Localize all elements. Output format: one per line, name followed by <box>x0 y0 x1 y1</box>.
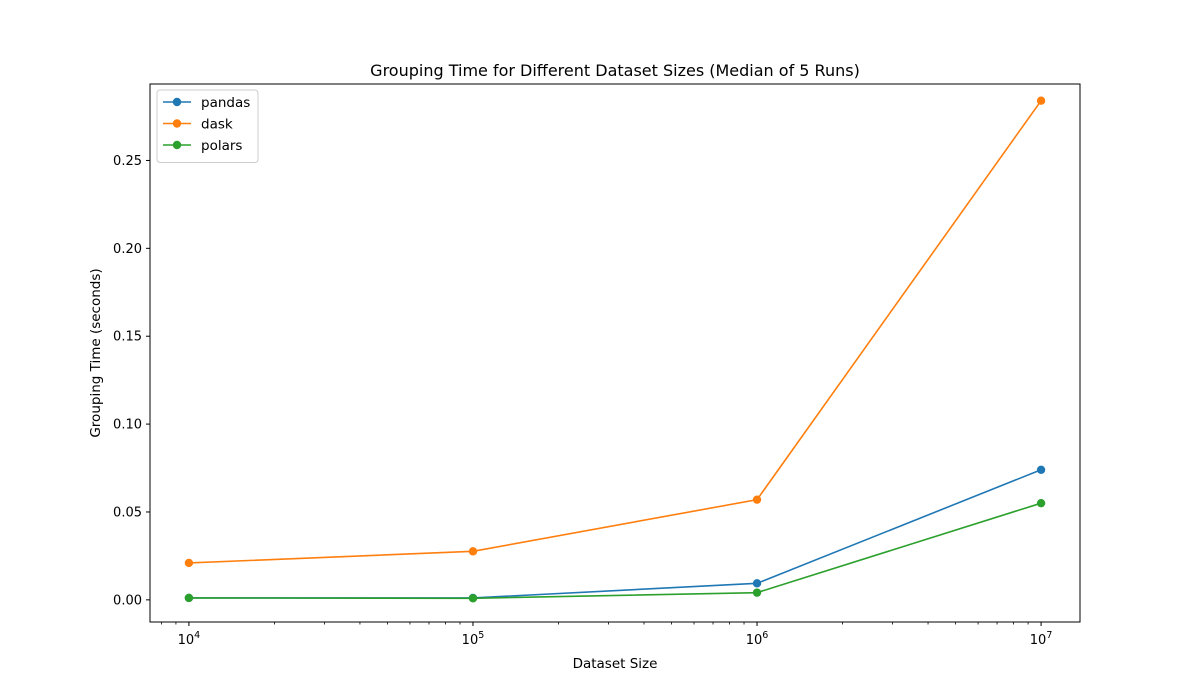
data-point-dask <box>468 547 478 556</box>
y-tick-label: 0.25 <box>113 154 142 169</box>
legend-swatch-marker <box>172 97 182 107</box>
chart-title: Grouping Time for Different Dataset Size… <box>370 61 860 80</box>
legend-swatch-marker <box>172 140 182 150</box>
data-point-polars <box>1036 498 1046 508</box>
x-tick-label: 106 <box>746 630 769 648</box>
legend-label: polars <box>201 138 242 154</box>
data-point-pandas <box>1036 465 1046 474</box>
series-line-polars <box>188 502 1042 600</box>
series-line-dask <box>188 100 1042 564</box>
legend-label: dask <box>201 117 233 133</box>
legend-swatch-marker <box>172 119 182 128</box>
y-tick-label: 0.15 <box>113 330 142 345</box>
data-point-dask <box>1036 96 1046 105</box>
data-point-pandas <box>752 579 762 588</box>
legend-label: pandas <box>201 95 250 111</box>
x-tick-label: 105 <box>462 630 485 648</box>
plot-frame <box>149 83 1081 623</box>
x-tick-label: 104 <box>178 630 201 648</box>
y-tick-label: 0.00 <box>113 593 142 608</box>
data-point-polars <box>468 594 478 603</box>
series-line-pandas <box>188 469 1042 599</box>
legend: pandas dask polars <box>156 89 259 163</box>
y-axis-label: Grouping Time (seconds) <box>88 268 104 437</box>
y-tick-label: 0.10 <box>113 418 142 433</box>
y-tick-label: 0.20 <box>113 242 142 257</box>
data-point-polars <box>752 588 762 597</box>
data-point-polars <box>184 593 194 603</box>
data-point-dask <box>184 558 194 568</box>
data-point-dask <box>752 495 762 504</box>
x-tick-label: 107 <box>1030 630 1053 648</box>
y-tick-label: 0.05 <box>113 505 142 520</box>
x-axis-label: Dataset Size <box>573 656 658 672</box>
